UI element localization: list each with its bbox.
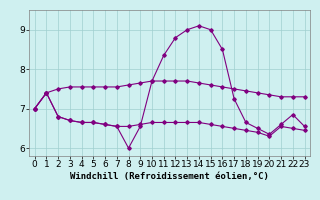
X-axis label: Windchill (Refroidissement éolien,°C): Windchill (Refroidissement éolien,°C) — [70, 172, 269, 181]
